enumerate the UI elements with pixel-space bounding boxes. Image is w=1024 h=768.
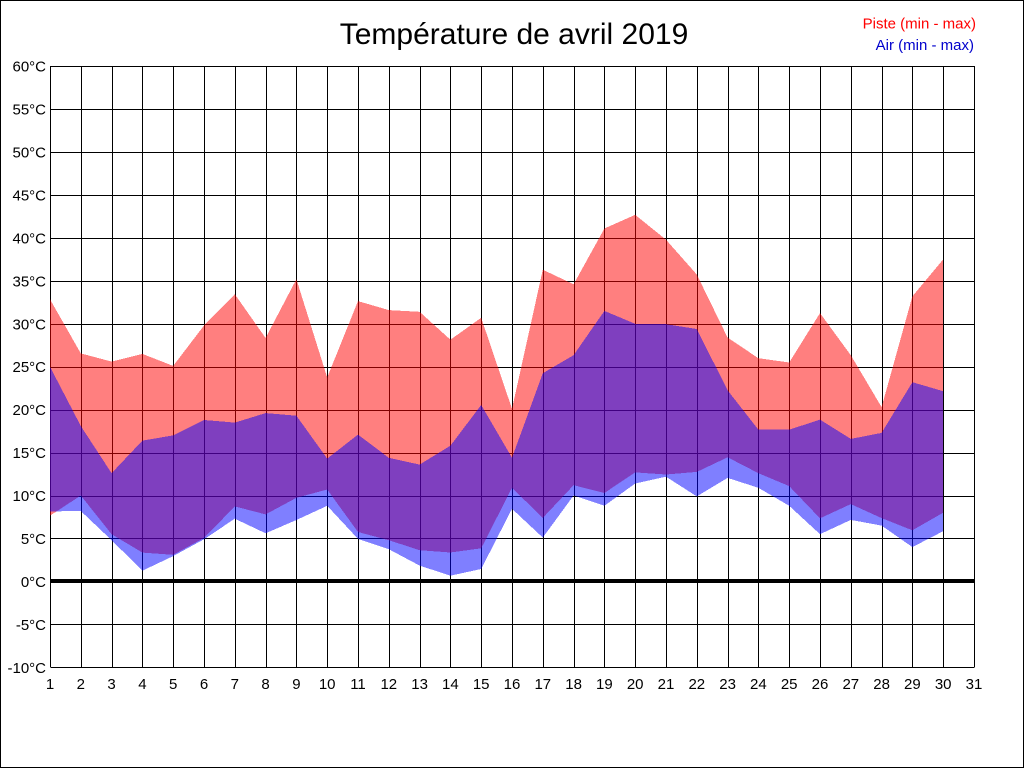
svg-text:17: 17 [534, 676, 551, 693]
svg-text:55°C: 55°C [12, 102, 46, 119]
svg-text:40°C: 40°C [12, 231, 46, 248]
svg-text:27: 27 [842, 676, 859, 693]
svg-text:24: 24 [750, 676, 767, 693]
svg-text:5°C: 5°C [21, 531, 46, 548]
svg-text:22: 22 [688, 676, 705, 693]
svg-text:0°C: 0°C [21, 574, 46, 591]
svg-text:-5°C: -5°C [16, 617, 46, 634]
svg-text:5: 5 [169, 676, 177, 693]
svg-text:7: 7 [231, 676, 239, 693]
svg-text:60°C: 60°C [12, 59, 46, 76]
svg-text:50°C: 50°C [12, 145, 46, 162]
svg-text:4: 4 [138, 676, 146, 693]
svg-text:45°C: 45°C [12, 188, 46, 205]
svg-text:20: 20 [627, 676, 644, 693]
svg-text:29: 29 [904, 676, 921, 693]
svg-text:8: 8 [261, 676, 269, 693]
svg-text:16: 16 [504, 676, 521, 693]
svg-text:21: 21 [658, 676, 675, 693]
svg-text:11: 11 [350, 676, 366, 693]
svg-text:18: 18 [565, 676, 582, 693]
svg-text:19: 19 [596, 676, 613, 693]
svg-text:6: 6 [200, 676, 208, 693]
svg-text:2: 2 [77, 676, 85, 693]
svg-text:14: 14 [442, 676, 459, 693]
svg-text:15: 15 [473, 676, 490, 693]
svg-text:15°C: 15°C [12, 445, 46, 462]
svg-text:35°C: 35°C [12, 273, 46, 290]
svg-text:23: 23 [719, 676, 736, 693]
svg-text:30: 30 [935, 676, 952, 693]
svg-text:25°C: 25°C [12, 359, 46, 376]
svg-text:3: 3 [107, 676, 115, 693]
svg-text:30°C: 30°C [12, 316, 46, 333]
svg-text:20°C: 20°C [12, 402, 46, 419]
svg-text:1: 1 [46, 676, 54, 693]
svg-text:-10°C: -10°C [7, 660, 46, 677]
svg-text:10°C: 10°C [12, 488, 46, 505]
svg-text:13: 13 [411, 676, 428, 693]
svg-text:9: 9 [292, 676, 300, 693]
svg-text:Température de avril 2019: Température de avril 2019 [340, 18, 689, 51]
svg-text:10: 10 [319, 676, 336, 693]
svg-text:12: 12 [380, 676, 397, 693]
svg-text:31: 31 [966, 676, 983, 693]
svg-text:Piste (min - max): Piste (min - max) [863, 16, 976, 33]
svg-text:26: 26 [812, 676, 829, 693]
svg-text:25: 25 [781, 676, 798, 693]
svg-text:28: 28 [873, 676, 890, 693]
svg-text:Air (min - max): Air (min - max) [876, 37, 974, 54]
